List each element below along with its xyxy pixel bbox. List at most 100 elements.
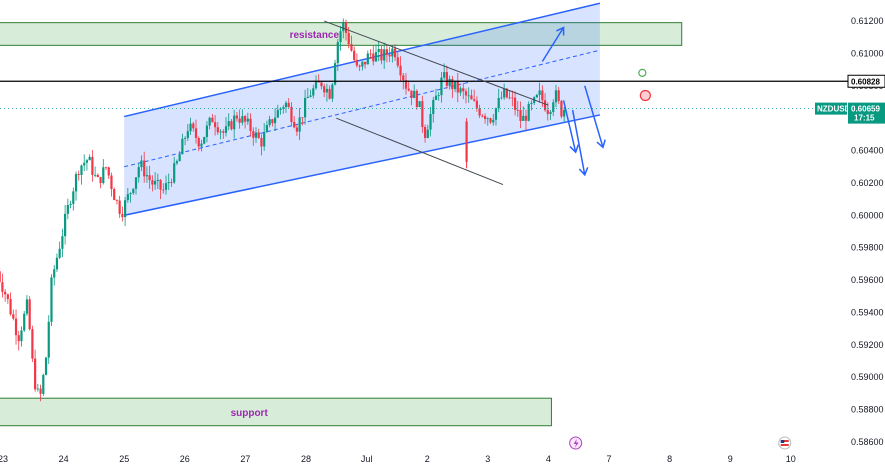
candle-body [306,96,309,99]
candle-body [372,53,375,62]
candle-body [129,193,132,195]
candle-body [358,65,361,67]
candle-body [543,100,547,111]
candle-body [380,48,383,61]
candle-body [541,90,544,101]
x-tick-label: 7 [606,454,611,464]
candle-body [17,335,20,342]
candle-body [115,200,119,201]
candle-body [374,52,378,62]
candle-body [189,123,192,132]
us-flag-icon [778,436,792,450]
candle-body [134,177,138,189]
candle-body [36,388,39,390]
candle-body [162,189,165,191]
candle-body [336,42,339,64]
price-axis[interactable]: 0.612000.610000.608000.606000.604000.602… [848,0,885,466]
candle-body [91,156,94,175]
candle-body [186,131,189,138]
projection-line [584,85,604,148]
x-tick-label: 25 [119,454,129,464]
candle-body [126,194,129,201]
resistance-label: resistance [290,30,340,41]
candle-body [181,138,184,155]
candle-body [309,95,312,97]
candle-body [396,57,399,66]
candle-body [1,282,4,292]
candle-body [252,131,255,138]
candle-body [42,374,45,394]
candle-body [443,72,446,78]
candle-body [511,97,514,99]
candle-body [110,175,113,190]
candle-body [222,131,225,133]
candle-body [429,113,432,130]
candle-body [145,175,149,177]
candle-body [254,132,258,138]
candle-body [143,160,146,177]
candle-body [167,182,170,184]
candle-body [391,48,394,57]
candle-body [314,81,318,89]
candle-body [148,175,151,181]
y-tick-label: 0.59400 [851,307,884,317]
candle-body [353,50,356,60]
candle-body [203,137,206,144]
candle-body [339,31,342,43]
candle-body [282,107,285,109]
candle-body [503,88,506,98]
candle-body [497,98,500,109]
candle-body [233,115,236,130]
candle-body [554,90,558,103]
x-tick-label: 9 [728,454,733,464]
candle-body [418,101,421,107]
candle-body [219,131,222,133]
x-tick-label: Jul [361,454,373,464]
candle-body [66,204,69,214]
candle-body [260,138,263,147]
candle-body [489,118,492,123]
candle-body [85,160,89,163]
candle-body [102,167,105,184]
candle-body [55,257,59,270]
candle-body [505,88,508,98]
candle-body [432,100,435,114]
candle-body [402,75,405,81]
channel-lower-line [124,114,601,217]
candle-body [31,329,34,359]
candle-body [325,88,329,93]
candle-body [481,115,484,117]
candle-body [6,294,9,299]
candle-body [257,132,260,139]
x-tick-label: 26 [180,454,190,464]
candle-body [47,321,50,358]
candle-body [342,21,345,32]
candle-body [14,318,18,336]
candle-body [88,156,91,161]
candle-body [159,179,162,190]
candle-body [426,129,429,138]
x-tick-label: 8 [667,454,672,464]
key-level-tag-text: 0.60828 [851,77,880,86]
candle-body [483,116,487,119]
candle-body [246,118,249,122]
candle-body [464,91,468,96]
last-price-tag-text: 0.60659 [851,105,880,114]
candle-body [72,191,75,204]
candle-body [328,88,331,99]
candle-body [369,53,372,55]
flag-stripe [780,444,789,446]
candle-body [263,132,266,147]
x-tick-label: 23 [0,454,8,464]
candles-layer [0,18,566,402]
time-axis[interactable]: 23 24 25 26 27 28 Jul 2 3 4 7 8 9 10 [0,436,848,466]
candle-body [230,121,233,130]
candle-body [366,53,369,65]
candle-body [347,32,350,45]
candle-body [399,65,402,76]
markers-layer [638,68,651,102]
candle-body [448,78,451,86]
projection-arrowhead [596,139,606,149]
